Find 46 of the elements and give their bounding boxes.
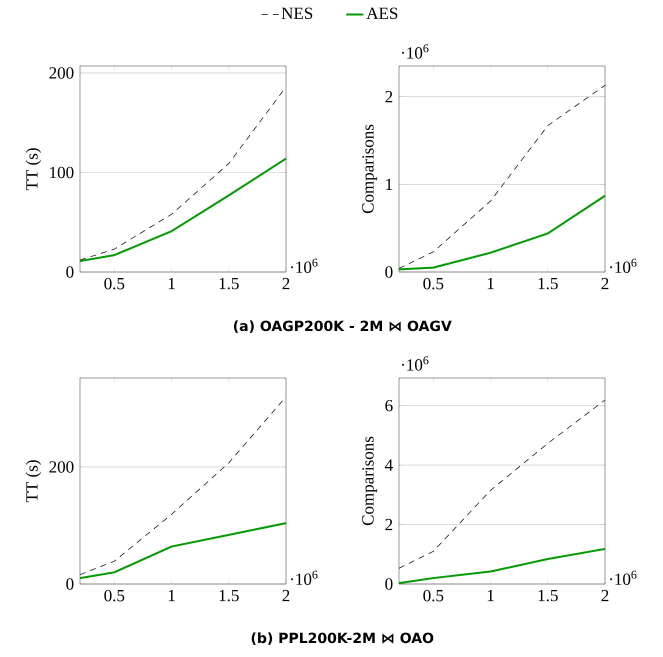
x-tick-label: 0.5 — [423, 590, 444, 602]
y-tick-label: 2 — [385, 518, 392, 530]
text: ·10$^{6}$ — [402, 44, 428, 59]
legend-label: NES — [282, 8, 312, 20]
text: (a) OAGP200K - 2M ⋈ OAGV — [234, 320, 452, 333]
x-tick-label: 1 — [168, 590, 175, 602]
y-tick-label: 6 — [385, 400, 393, 412]
x-tick-label: 0.5 — [104, 278, 124, 290]
text: ·10$^{6}$ — [402, 356, 428, 371]
line-series — [79, 522, 287, 580]
y-tick-label: 200 — [49, 67, 74, 79]
y-tick-label: 0 — [385, 266, 392, 278]
x-tick-label: 2 — [602, 590, 608, 602]
y-tick-label: 1 — [386, 178, 392, 190]
x-tick-label: 0.5 — [423, 278, 444, 290]
y-tick-label: 0 — [66, 266, 74, 278]
text: ·10$^{6}$ — [291, 570, 318, 585]
y-axis-title: TT (s) — [26, 460, 42, 502]
text: ·10$^{6}$ — [291, 258, 318, 273]
x-tick-label: 1 — [168, 278, 175, 290]
y-tick-label: 2 — [385, 91, 392, 102]
legend-label: AES — [366, 8, 398, 20]
y-axis-title: TT (s) — [26, 148, 42, 190]
x-tick-label: 1.5 — [220, 278, 239, 290]
line-series — [79, 158, 287, 262]
line-series — [398, 548, 606, 584]
x-tick-label: 1 — [488, 590, 494, 602]
line-series — [398, 194, 606, 270]
x-tick-label: 2 — [282, 278, 290, 290]
y-axis-title: Comparisons — [362, 124, 378, 214]
x-tick-label: 2 — [602, 278, 608, 290]
text: (b) PPL200K-2M ⋈ OAO — [252, 632, 434, 645]
x-tick-label: 1.5 — [538, 590, 558, 602]
x-tick-label: 1.5 — [220, 590, 239, 602]
x-tick-label: 1 — [488, 278, 494, 290]
y-tick-label: 0 — [66, 578, 74, 590]
y-axis-title: Comparisons — [362, 436, 378, 526]
text: ·10$^{6}$ — [610, 570, 637, 585]
text: ·10$^{6}$ — [610, 258, 637, 273]
y-tick-label: 200 — [49, 461, 74, 473]
y-tick-label: 100 — [50, 166, 74, 178]
x-tick-label: 0.5 — [104, 590, 124, 602]
x-tick-label: 2 — [282, 590, 290, 602]
x-tick-label: 1.5 — [538, 278, 558, 290]
y-tick-label: 0 — [385, 578, 392, 590]
y-tick-label: 4 — [384, 460, 393, 471]
